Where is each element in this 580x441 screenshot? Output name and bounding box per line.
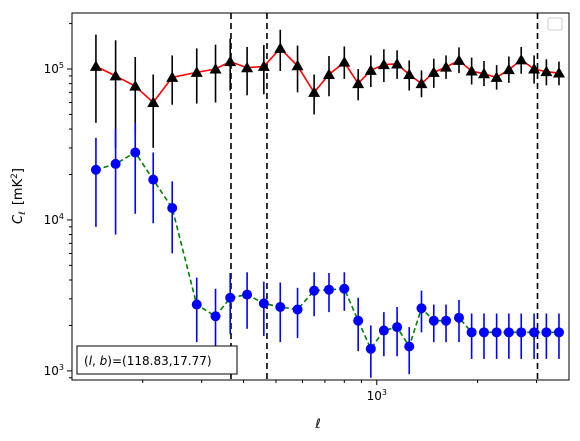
data-point xyxy=(224,55,237,67)
data-point xyxy=(416,303,427,314)
data-point xyxy=(258,298,269,309)
data-point xyxy=(516,327,527,338)
data-point xyxy=(110,158,121,169)
data-point xyxy=(257,60,270,71)
data-point xyxy=(322,68,335,79)
data-point xyxy=(491,327,502,338)
data-point xyxy=(323,284,334,295)
data-point xyxy=(391,57,404,69)
data-point xyxy=(274,42,287,53)
y-axis-label: Cℓ[mK2] xyxy=(10,168,28,224)
data-point xyxy=(308,86,321,97)
data-point xyxy=(503,327,514,338)
data-point xyxy=(292,304,303,315)
data-point xyxy=(191,299,202,310)
annotation-box: (l, b)=(118.83,17.77) xyxy=(76,345,238,375)
data-point xyxy=(339,283,350,294)
data-point xyxy=(540,65,553,77)
data-point xyxy=(452,54,465,65)
data-point xyxy=(465,65,478,76)
data-point xyxy=(190,66,203,77)
data-point xyxy=(309,285,320,296)
data-point xyxy=(109,69,122,81)
ticks-layer: 103 103 104 105 xyxy=(44,23,538,403)
data-point xyxy=(89,60,102,71)
data-point xyxy=(528,63,541,74)
data-point xyxy=(490,71,503,82)
y-tick-label: 104 xyxy=(44,212,64,227)
data-point xyxy=(338,56,351,67)
data-point xyxy=(241,61,254,73)
y-tick-label: 103 xyxy=(44,363,64,378)
data-point xyxy=(209,63,222,74)
data-point xyxy=(353,315,364,326)
data-point xyxy=(147,96,160,107)
series-line xyxy=(95,151,559,351)
data-point xyxy=(392,322,403,333)
annotation-text: (l, b)=(118.83,17.77) xyxy=(84,354,212,368)
legend-box xyxy=(547,17,563,31)
x-axis-label: ℓ xyxy=(314,417,320,432)
data-point xyxy=(552,67,565,78)
data-point xyxy=(415,77,428,89)
data-point xyxy=(428,315,439,326)
data-point xyxy=(403,68,416,79)
data-point xyxy=(477,67,490,79)
data-point xyxy=(167,202,178,213)
data-point xyxy=(541,327,552,338)
data-point xyxy=(377,58,390,70)
data-point xyxy=(466,327,477,338)
series-2 xyxy=(90,122,564,378)
y-tick-label: 105 xyxy=(44,61,64,76)
data-point xyxy=(364,64,377,75)
data-point xyxy=(529,327,540,338)
data-point xyxy=(478,327,489,338)
data-point xyxy=(130,147,141,158)
data-point xyxy=(352,77,365,89)
data-point xyxy=(225,292,236,303)
x-tick-label: 103 xyxy=(367,388,387,403)
data-point xyxy=(553,327,564,338)
data-point xyxy=(515,53,528,65)
data-point xyxy=(440,61,453,72)
data-point xyxy=(275,301,286,312)
axes-frame xyxy=(71,12,570,381)
data-point xyxy=(148,174,159,185)
series-1 xyxy=(89,29,565,148)
data-point xyxy=(90,164,101,175)
data-point xyxy=(427,66,440,77)
data-point xyxy=(378,325,389,336)
data-point xyxy=(453,312,464,323)
data-point xyxy=(166,71,179,82)
data-point xyxy=(365,343,376,354)
data-point xyxy=(242,289,253,300)
data-point xyxy=(210,311,221,322)
data-point xyxy=(291,59,304,71)
data-point xyxy=(502,63,515,75)
data-point xyxy=(404,341,415,352)
series-layer xyxy=(89,29,565,378)
data-point xyxy=(129,80,142,91)
data-point xyxy=(441,315,452,326)
